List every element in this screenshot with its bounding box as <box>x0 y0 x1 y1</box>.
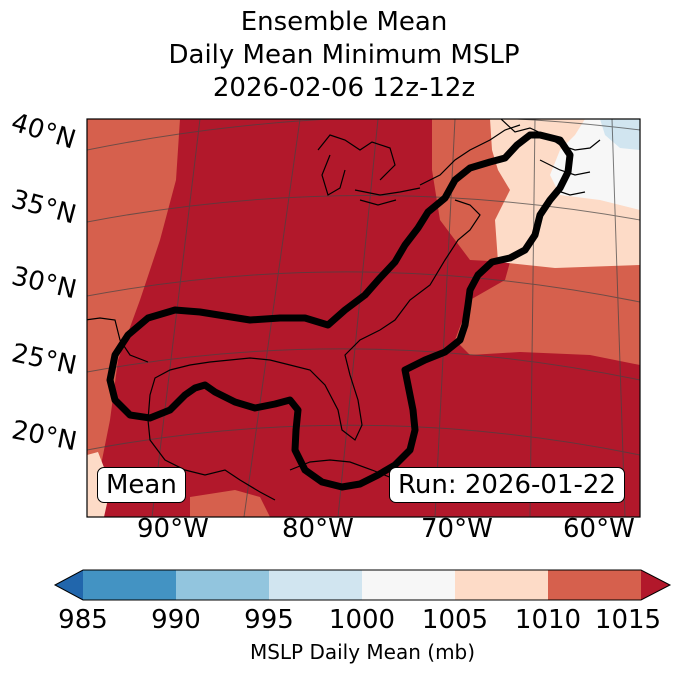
colorbar-tick: 1005 <box>421 605 489 635</box>
colorbar-tick: 1015 <box>594 605 662 635</box>
colorbar-tick: 1010 <box>514 605 582 635</box>
run-date-box: Run: 2026-01-22 <box>389 467 625 503</box>
mslp-field <box>87 119 640 517</box>
map-frame <box>86 118 641 518</box>
colorbar <box>53 569 672 601</box>
mslp-contour <box>106 131 574 491</box>
lon-label: 80°W <box>282 514 354 544</box>
mean-label-box: Mean <box>97 467 186 503</box>
lon-label: 70°W <box>421 514 493 544</box>
colorbar-tick: 990 <box>151 605 201 635</box>
colorbar-outline <box>53 569 672 601</box>
colorbar-tick: 985 <box>58 605 108 635</box>
colorbar-under <box>55 570 83 600</box>
colorbar-tick: 995 <box>244 605 294 635</box>
colorbar-segment <box>548 570 641 600</box>
lon-label: 60°W <box>563 514 635 544</box>
title-line-1: Ensemble Mean <box>240 7 448 37</box>
colorbar-segment <box>362 570 455 600</box>
colorbar-segment <box>83 570 176 600</box>
colorbar-label: MSLP Daily Mean (mb) <box>249 640 476 664</box>
lon-label: 90°W <box>137 514 209 544</box>
colorbar-segment <box>176 570 269 600</box>
colorbar-over <box>641 570 670 600</box>
colorbar-segment <box>455 570 548 600</box>
colorbar-segment <box>269 570 362 600</box>
title-line-3: 2026-02-06 12z-12z <box>212 73 476 103</box>
colorbar-tick: 1000 <box>328 605 396 635</box>
title-line-2: Daily Mean Minimum MSLP <box>168 40 520 70</box>
